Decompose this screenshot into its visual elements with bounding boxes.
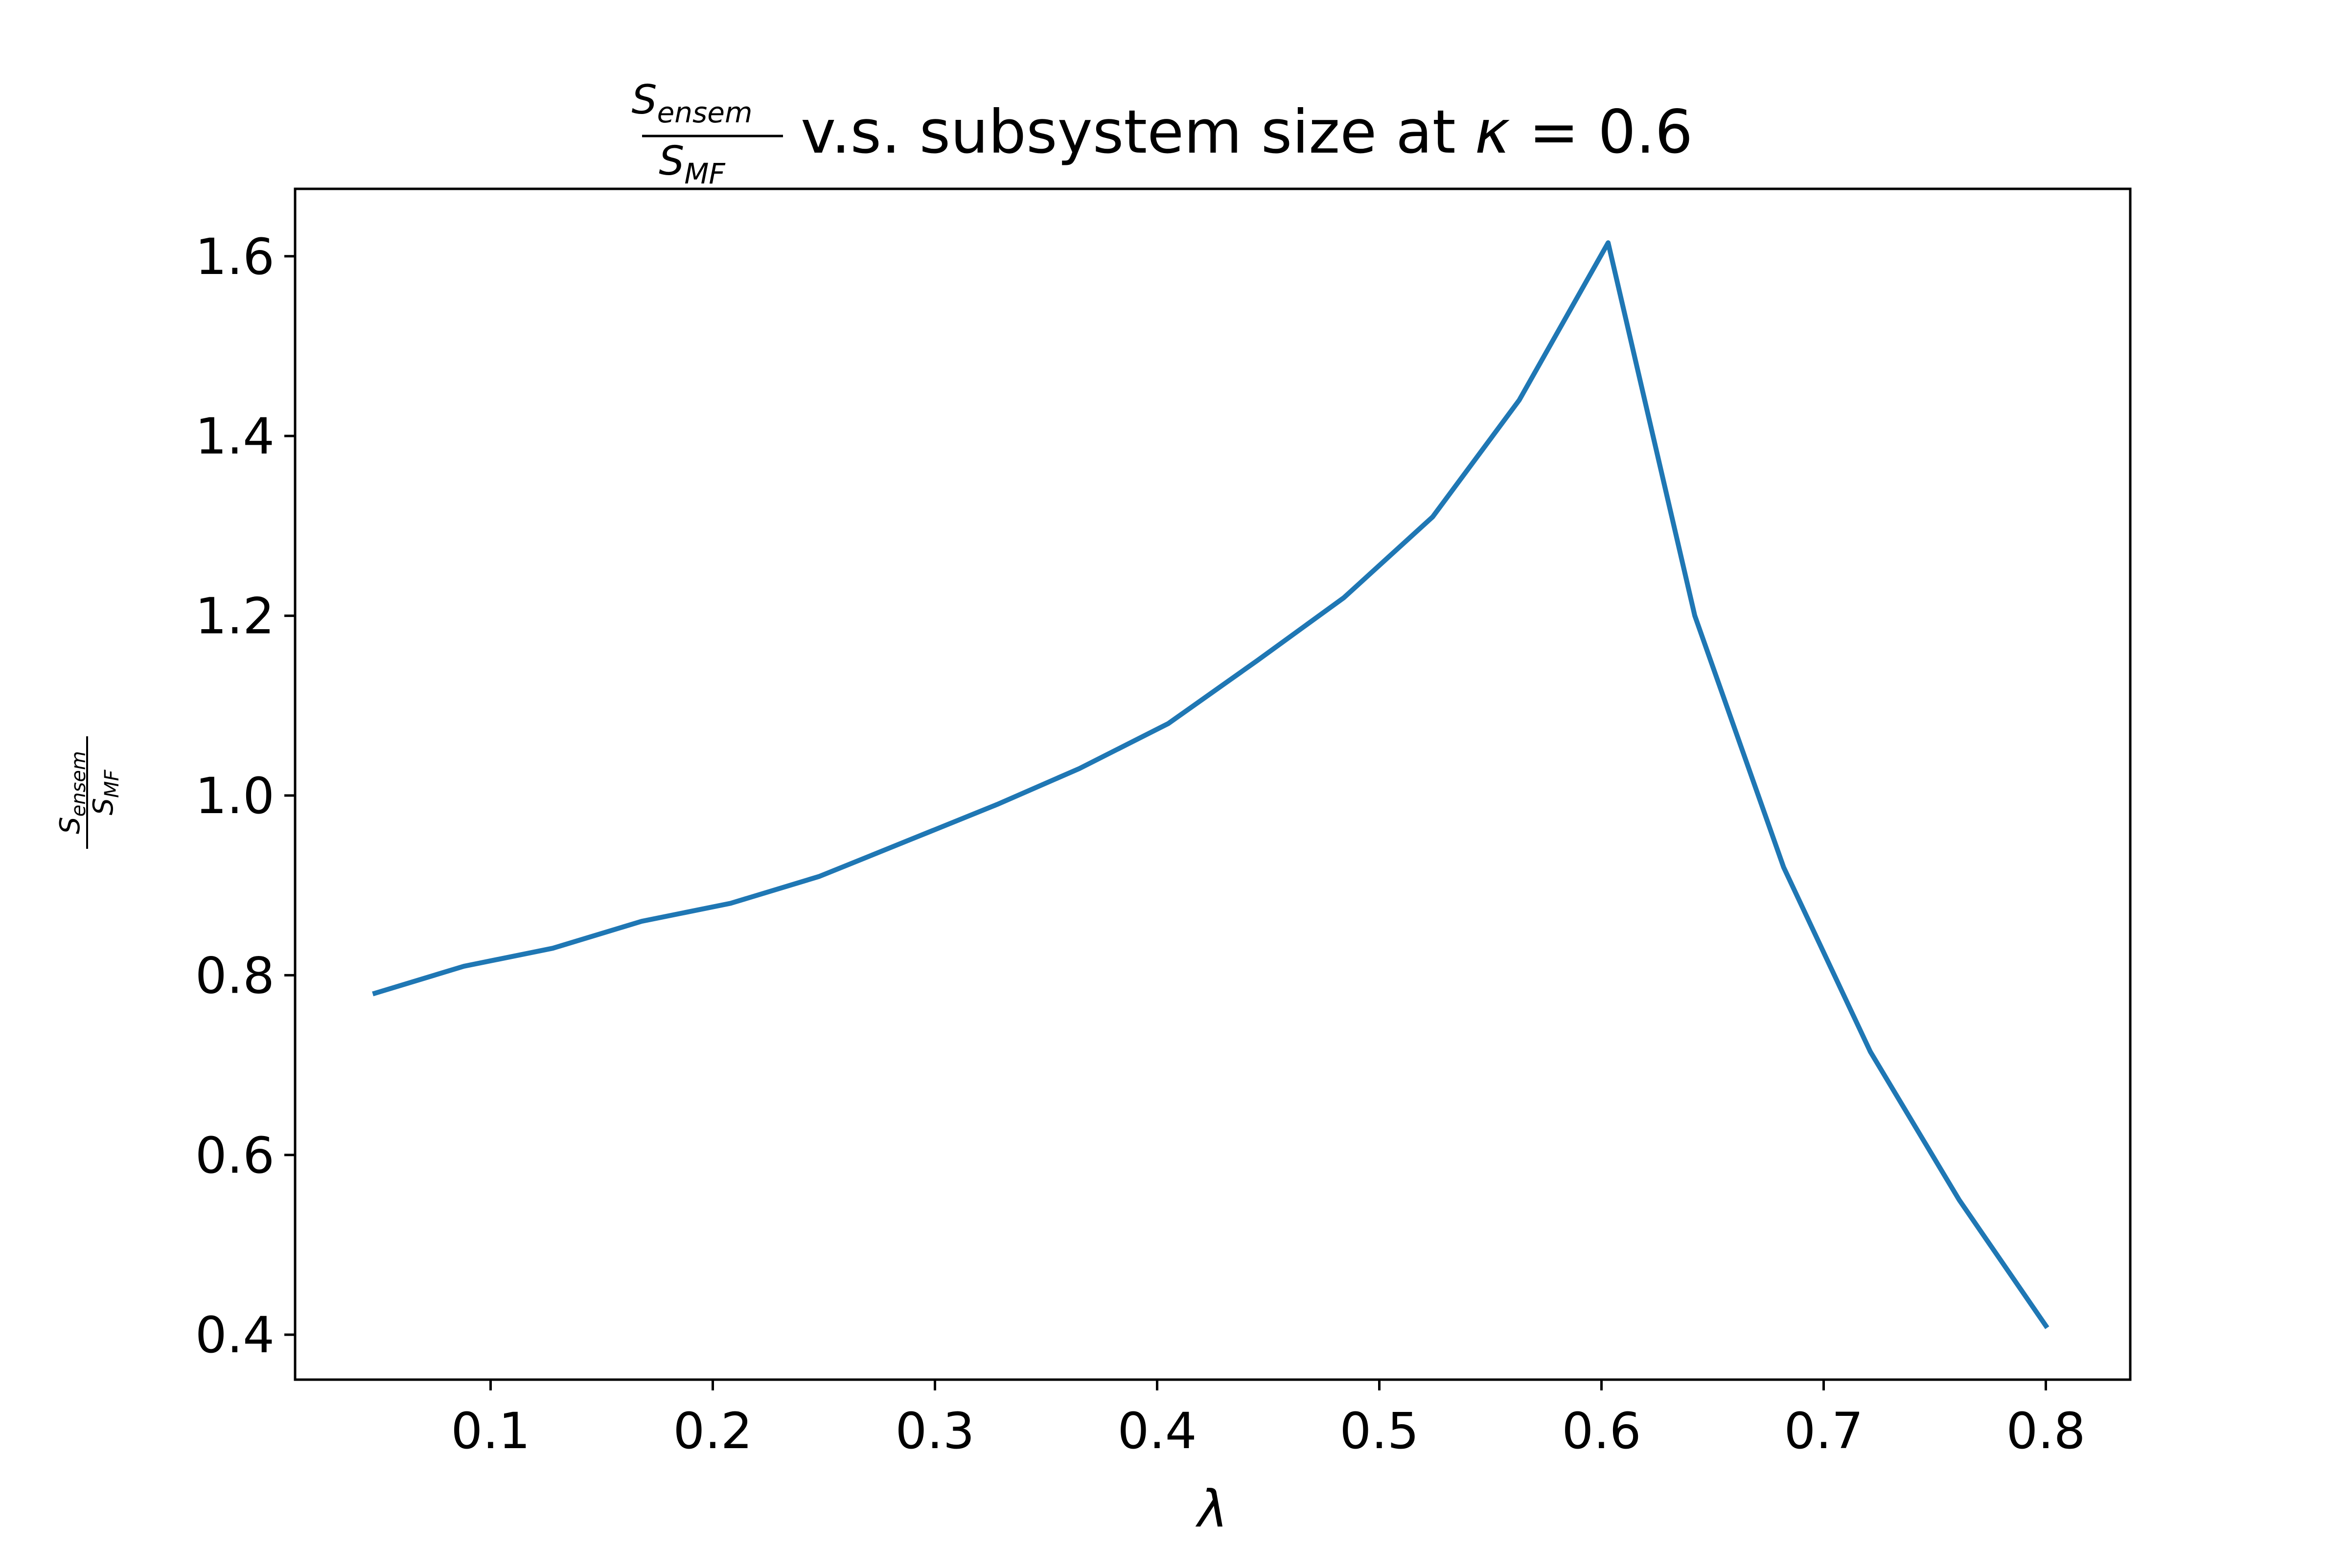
svg-text:v.s. subsystem size at κ = 0.6: v.s. subsystem size at κ = 0.6	[801, 97, 1693, 167]
ylabel-denominator-base: S	[88, 798, 119, 816]
title-numerator-subscript: ensem	[657, 96, 753, 129]
y-tick-label: 1.6	[195, 228, 275, 286]
x-tick-label: 0.3	[895, 1402, 974, 1460]
y-tick-label: 1.2	[195, 588, 275, 646]
title-denominator-base: S	[659, 138, 684, 184]
ylabel-numerator-base: S	[54, 817, 86, 834]
title-variable: κ	[1475, 97, 1510, 167]
y-tick-label: 0.8	[195, 947, 275, 1005]
x-tick-label: 0.6	[1562, 1402, 1641, 1460]
y-tick-label: 0.6	[195, 1127, 275, 1185]
x-tick-label: 0.4	[1117, 1402, 1197, 1460]
x-axis-label: λ	[1195, 1479, 1228, 1539]
title-text: v.s. subsystem size at	[801, 97, 1475, 167]
title-denominator-subscript: MF	[684, 157, 726, 190]
y-tick-label: 0.4	[195, 1306, 275, 1364]
x-tick-label: 0.7	[1784, 1402, 1863, 1460]
y-tick-label: 1.4	[195, 408, 275, 466]
title-numerator-base: S	[632, 77, 657, 123]
x-tick-label: 0.2	[673, 1402, 752, 1460]
x-tick-label: 0.8	[2006, 1402, 2085, 1460]
title-equals: = 0.6	[1510, 97, 1693, 167]
x-tick-label: 0.5	[1339, 1402, 1419, 1460]
y-tick-label: 1.0	[195, 767, 275, 825]
ylabel-denominator-subscript: MF	[101, 769, 123, 798]
x-tick-label: 0.1	[451, 1402, 530, 1460]
